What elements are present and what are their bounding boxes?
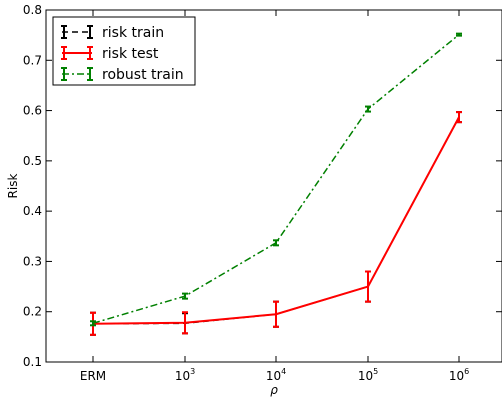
y-tick-label: 0.2: [23, 305, 42, 319]
legend-label: risk test: [102, 46, 159, 62]
x-axis-label: ρ: [270, 383, 278, 397]
error-bar: [456, 32, 462, 37]
x-tick-label: 106: [449, 367, 469, 383]
series-2: [90, 32, 462, 327]
x-tick-label: 105: [358, 367, 378, 383]
x-axis: ERM 103 104 105 106: [80, 10, 469, 383]
x-tick-label: 103: [175, 367, 195, 383]
x-tick-label: ERM: [80, 369, 106, 383]
y-tick-label: 0.8: [23, 3, 42, 17]
legend-item: risk train: [61, 25, 164, 41]
legend-box: [52, 16, 196, 86]
y-tick-label: 0.1: [23, 355, 42, 369]
error-bar: [273, 300, 279, 328]
error-bar: [90, 320, 96, 327]
error-bar: [182, 292, 188, 300]
error-bar: [365, 270, 371, 303]
legend-marker: [61, 46, 93, 60]
legend-item: robust train: [61, 67, 184, 83]
y-tick-label: 0.4: [23, 204, 42, 218]
y-tick-label: 0.7: [23, 53, 42, 67]
series-layer: [90, 32, 462, 336]
error-bar: [456, 111, 462, 124]
x-tick-label: 104: [266, 367, 286, 383]
legend-marker: [61, 25, 93, 39]
legend-marker: [61, 67, 93, 81]
legend-item: risk test: [61, 46, 159, 62]
y-tick-label: 0.5: [23, 154, 42, 168]
error-bar: [273, 239, 279, 247]
legend-label: robust train: [102, 67, 184, 83]
error-bar: [365, 105, 371, 113]
y-axis: 0.1 0.2 0.3 0.4 0.5 0.6 0.7 0.8: [23, 3, 502, 369]
error-bar: [182, 311, 188, 335]
legend: risk train risk test robust train: [52, 16, 196, 86]
series-1: [90, 111, 462, 336]
y-axis-label: Risk: [6, 174, 20, 199]
y-tick-label: 0.6: [23, 104, 42, 118]
y-tick-label: 0.3: [23, 254, 42, 268]
legend-label: risk train: [102, 25, 164, 41]
